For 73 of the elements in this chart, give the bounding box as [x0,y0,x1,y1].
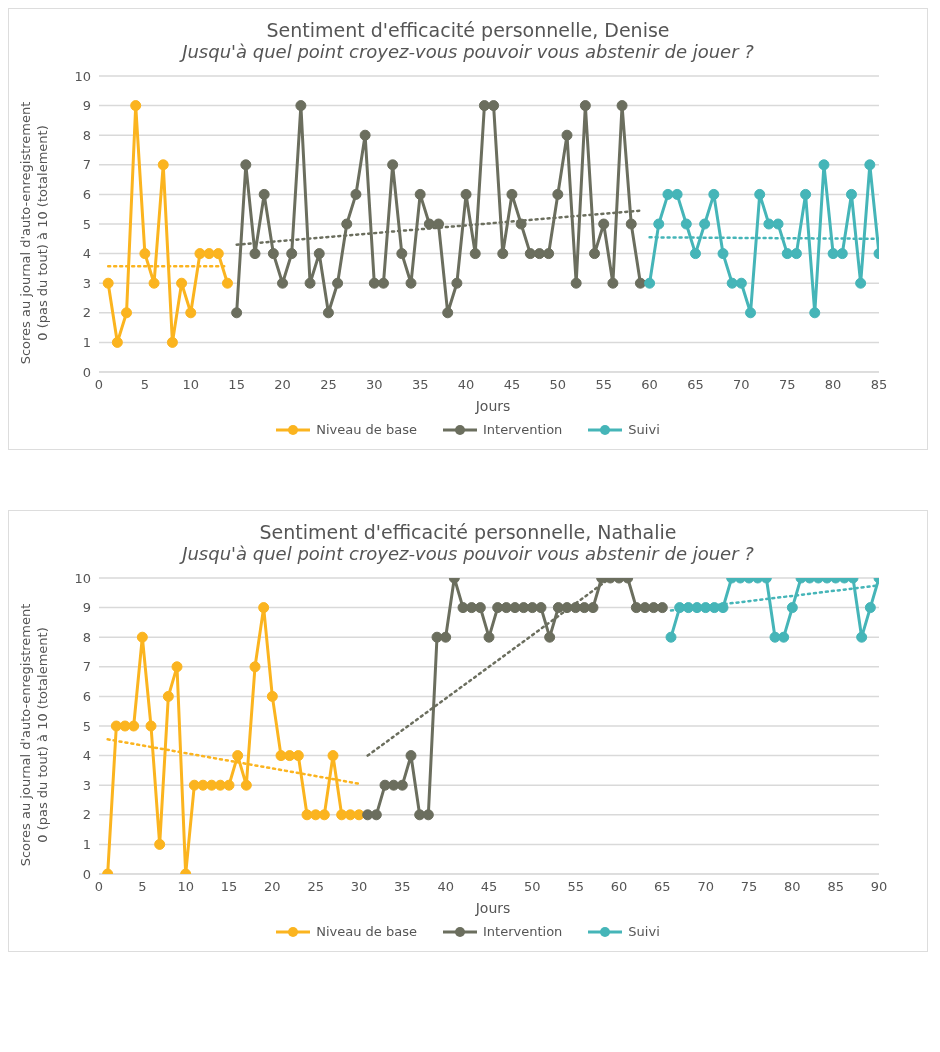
x-tick-label: 5 [140,377,150,393]
y-tick-label: 3 [82,777,91,793]
x-tick-label: 80 [824,377,842,393]
x-tick-label: 90 [870,879,888,895]
chart-subtitle: Jusqu'à quel point croyez-vous pouvoir vous abstenir de jouer ? [178,41,755,62]
y-tick-label: 6 [82,187,91,203]
x-tick-label: 35 [394,879,411,895]
x-tick-label: 20 [264,879,281,895]
x-tick-label: 55 [595,377,612,393]
y-tick-label: 7 [82,659,91,675]
x-tick-label: 10 [177,879,194,895]
x-tick-label: 40 [437,879,454,895]
x-axis-title: Jours [474,398,512,414]
y-tick-label: 4 [82,246,91,262]
legend-label: Intervention [482,422,563,437]
x-tick-label: 75 [740,879,758,895]
y-tick-label: 9 [82,98,91,114]
x-tick-label: 60 [610,879,628,895]
x-tick-label: 15 [220,879,238,895]
x-tick-label: 65 [654,879,671,895]
x-tick-label: 0 [94,879,104,895]
y-tick-label: 10 [74,570,91,586]
x-tick-label: 85 [827,879,844,895]
x-tick-label: 70 [733,377,750,393]
y-tick-label: 1 [82,335,91,351]
y-tick-label: 8 [82,629,91,645]
chart-title: Sentiment d'efficacité personnelle, Nathalie [258,521,678,543]
y-tick-label: 7 [82,157,91,173]
y-tick-label: 3 [82,275,91,291]
x-tick-label: 60 [641,377,658,393]
x-tick-label: 50 [549,377,567,393]
legend-label: Suivi [628,924,660,939]
y-tick-label: 10 [74,68,91,84]
x-tick-label: 45 [480,879,498,895]
x-tick-label: 25 [307,879,324,895]
x-tick-label: 85 [870,377,888,393]
x-tick-label: 30 [366,377,383,393]
x-tick-label: 70 [697,879,714,895]
y-tick-label: 4 [82,748,91,764]
x-tick-label: 15 [228,377,245,393]
x-tick-label: 20 [274,377,291,393]
x-axis-title: Jours [474,900,512,916]
x-tick-label: 30 [350,879,368,895]
y-tick-label: 0 [82,866,91,882]
y-tick-label: 0 [82,364,91,380]
chart-title: Sentiment d'efficacité personnelle, Denise [265,19,671,41]
legend-label: Niveau de base [316,422,417,437]
y-tick-label: 6 [82,689,91,705]
y-tick-label: 8 [82,127,91,143]
legend-label: Niveau de base [316,924,417,939]
chart-subtitle: Jusqu'à quel point croyez-vous pouvoir vous abstenir de jouer ? [178,543,755,564]
legend-label: Intervention [482,924,563,939]
y-axis-title: Scores au journal d'auto-enregistrement 0 (pas du tout) à 10 (totalement) [17,101,51,365]
y-tick-label: 5 [82,216,91,232]
x-tick-label: 25 [320,377,337,393]
x-tick-label: 55 [567,879,584,895]
x-tick-label: 80 [784,879,801,895]
x-tick-label: 0 [94,377,104,393]
legend-label: Suivi [628,422,660,437]
y-tick-label: 2 [82,807,91,823]
y-tick-label: 1 [82,837,91,853]
x-tick-label: 40 [457,377,475,393]
x-tick-label: 75 [778,377,796,393]
x-tick-label: 50 [524,879,541,895]
x-tick-label: 10 [182,377,200,393]
x-tick-label: 65 [687,377,704,393]
y-axis-title: Scores au journal d'auto-enregistrement 0 (pas du tout) à 10 (totalement) [17,603,51,867]
x-tick-label: 45 [503,377,521,393]
y-tick-label: 2 [82,305,91,321]
x-tick-label: 5 [138,879,147,895]
y-tick-label: 5 [82,718,91,734]
y-tick-label: 9 [82,600,91,616]
x-tick-label: 35 [411,377,429,393]
